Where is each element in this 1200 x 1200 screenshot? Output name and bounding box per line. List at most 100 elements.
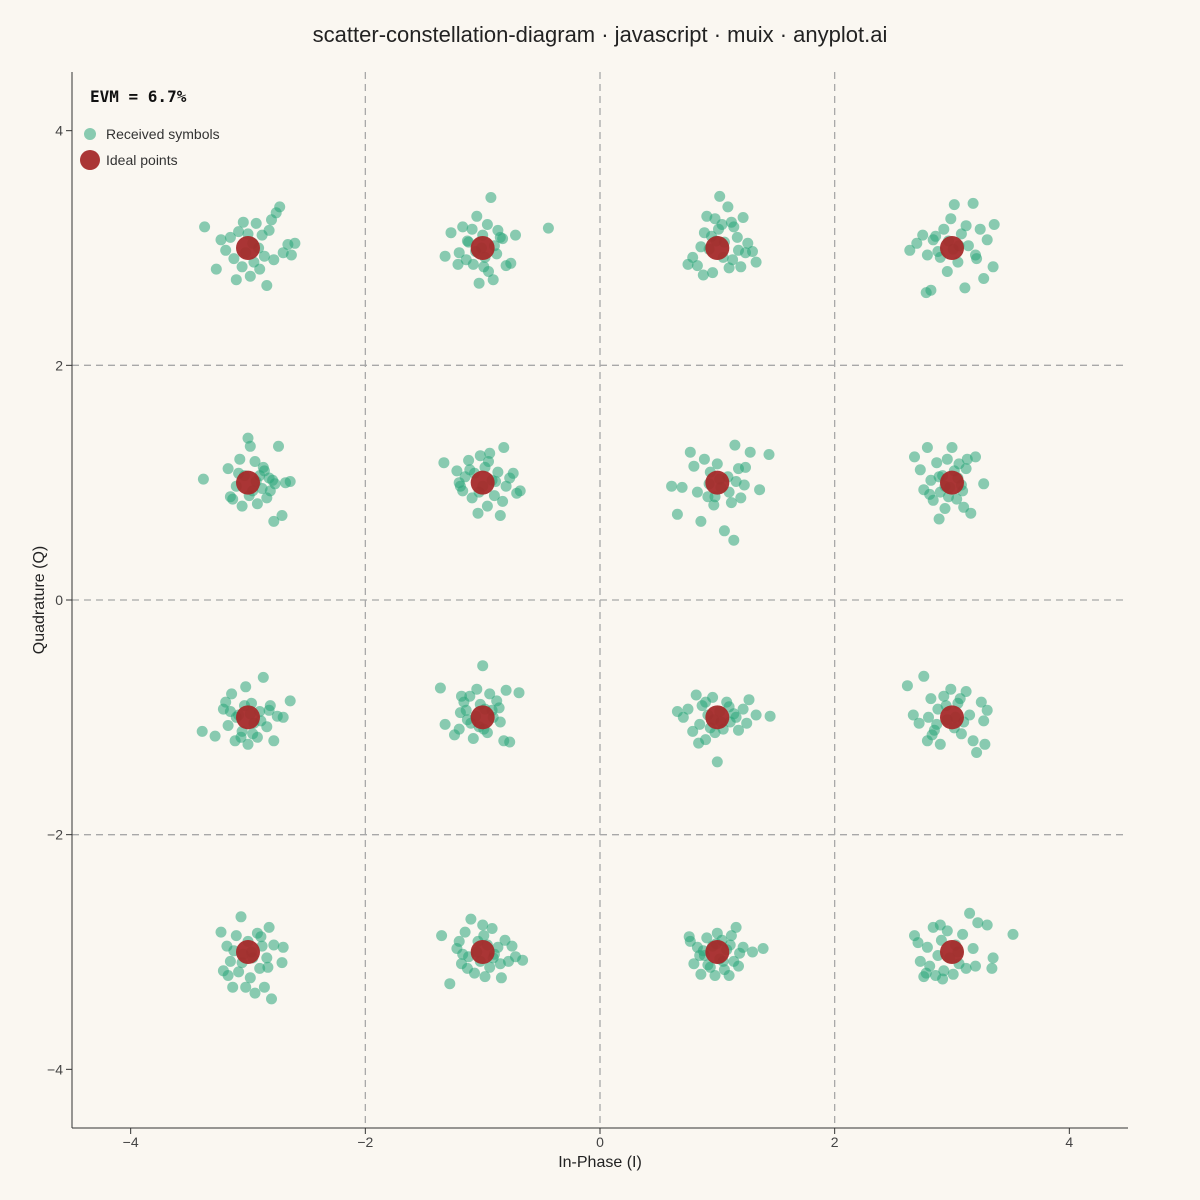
received-symbol-point (222, 970, 234, 981)
received-symbol-point (453, 723, 465, 735)
received-symbol-point (261, 280, 273, 291)
received-symbol-point (737, 941, 749, 953)
received-symbol-point (711, 756, 723, 768)
received-symbol-point (266, 993, 277, 1005)
received-symbol-point (224, 491, 236, 503)
received-symbol-point (945, 683, 957, 695)
received-symbol-point (234, 453, 246, 465)
received-symbol-point (215, 234, 227, 246)
received-symbol-point (937, 973, 949, 985)
received-symbol-point (695, 241, 707, 253)
received-symbol-point (934, 738, 946, 750)
received-symbol-point (904, 244, 916, 256)
received-symbol-point (484, 447, 496, 459)
received-symbol-point (513, 687, 525, 699)
received-symbol-point (962, 240, 974, 252)
received-symbol-point (735, 261, 747, 273)
received-symbol-point (498, 442, 510, 453)
received-symbol-point (733, 724, 744, 736)
received-symbol-point (921, 442, 933, 453)
received-symbol-point (226, 688, 238, 700)
received-symbol-point (722, 201, 734, 213)
received-symbol-point (740, 461, 751, 473)
received-symbol-point (484, 688, 496, 700)
received-symbol-point (987, 261, 999, 273)
received-symbol-point (750, 256, 762, 268)
received-symbol-point (709, 727, 721, 739)
received-symbol-point (268, 254, 280, 266)
received-symbol-point (517, 954, 529, 966)
received-symbol-point (495, 972, 507, 984)
received-symbol-point (700, 696, 712, 708)
ideal-point (470, 940, 495, 964)
received-symbol-point (222, 720, 234, 731)
received-symbol-point (744, 446, 756, 458)
received-symbol-point (457, 221, 469, 233)
received-symbol-point (199, 221, 211, 233)
received-symbol-point (1007, 928, 1019, 940)
decision-boundary-grid (72, 72, 1128, 1128)
received-symbol-point (971, 747, 983, 758)
received-symbol-point (228, 253, 240, 265)
received-symbol-point (464, 464, 476, 476)
received-symbol-point (666, 480, 678, 492)
received-symbol-point (986, 962, 998, 974)
x-tick-label: 0 (596, 1134, 604, 1150)
received-symbol-point (445, 227, 457, 239)
received-symbol-point (477, 919, 489, 931)
received-symbol-point (716, 219, 728, 230)
received-symbol-point (702, 959, 714, 971)
received-symbol-point (235, 911, 247, 923)
received-symbol-point (471, 210, 483, 222)
received-symbol-point (244, 972, 256, 984)
received-symbol-point (954, 693, 966, 705)
received-symbol-point (196, 725, 208, 737)
received-symbol-point (472, 507, 484, 519)
received-symbol-point (707, 267, 719, 279)
received-symbol-point (268, 515, 280, 527)
received-symbol-point (974, 223, 986, 235)
ideal-point (705, 940, 730, 964)
received-symbol-point (682, 703, 694, 715)
received-symbol-point (497, 233, 509, 245)
received-symbol-point (264, 485, 276, 497)
ideal-point (236, 940, 260, 964)
received-symbol-point (438, 457, 450, 469)
received-symbol-point (677, 711, 689, 723)
received-symbol-point (460, 704, 472, 716)
received-symbol-point (730, 921, 742, 933)
received-symbol-point (220, 696, 232, 708)
received-symbol-point (725, 497, 737, 509)
received-symbol-point (965, 507, 977, 519)
received-symbol-point (473, 277, 485, 289)
received-symbol-point (224, 706, 236, 717)
received-symbol-point (981, 234, 993, 246)
received-symbol-point (277, 711, 289, 723)
received-symbol-point (498, 735, 510, 747)
received-symbol-point (967, 943, 979, 954)
received-symbol-point (210, 263, 222, 275)
received-symbol-point (730, 476, 742, 487)
y-tick-label: 4 (55, 123, 63, 139)
x-tick-label: −2 (357, 1134, 373, 1150)
received-symbol-point (254, 263, 266, 275)
received-symbol-point (907, 709, 919, 721)
received-symbol-point (909, 451, 920, 463)
received-symbol-point (947, 968, 959, 980)
received-symbol-point (978, 273, 990, 284)
received-symbol-point (733, 960, 744, 972)
received-symbol-point (250, 217, 262, 229)
received-symbol-point (479, 971, 491, 983)
received-symbol-point (486, 923, 498, 934)
received-symbol-point (911, 237, 923, 249)
ideal-point (940, 236, 964, 260)
received-symbol-point (671, 508, 683, 520)
received-symbol-point (274, 201, 286, 213)
received-symbol-point (691, 260, 703, 272)
received-symbol-point (941, 266, 953, 277)
received-symbol-point (235, 731, 247, 743)
received-symbol-point (478, 930, 490, 942)
received-symbol-point (698, 453, 710, 465)
received-symbol-point (988, 219, 1000, 230)
